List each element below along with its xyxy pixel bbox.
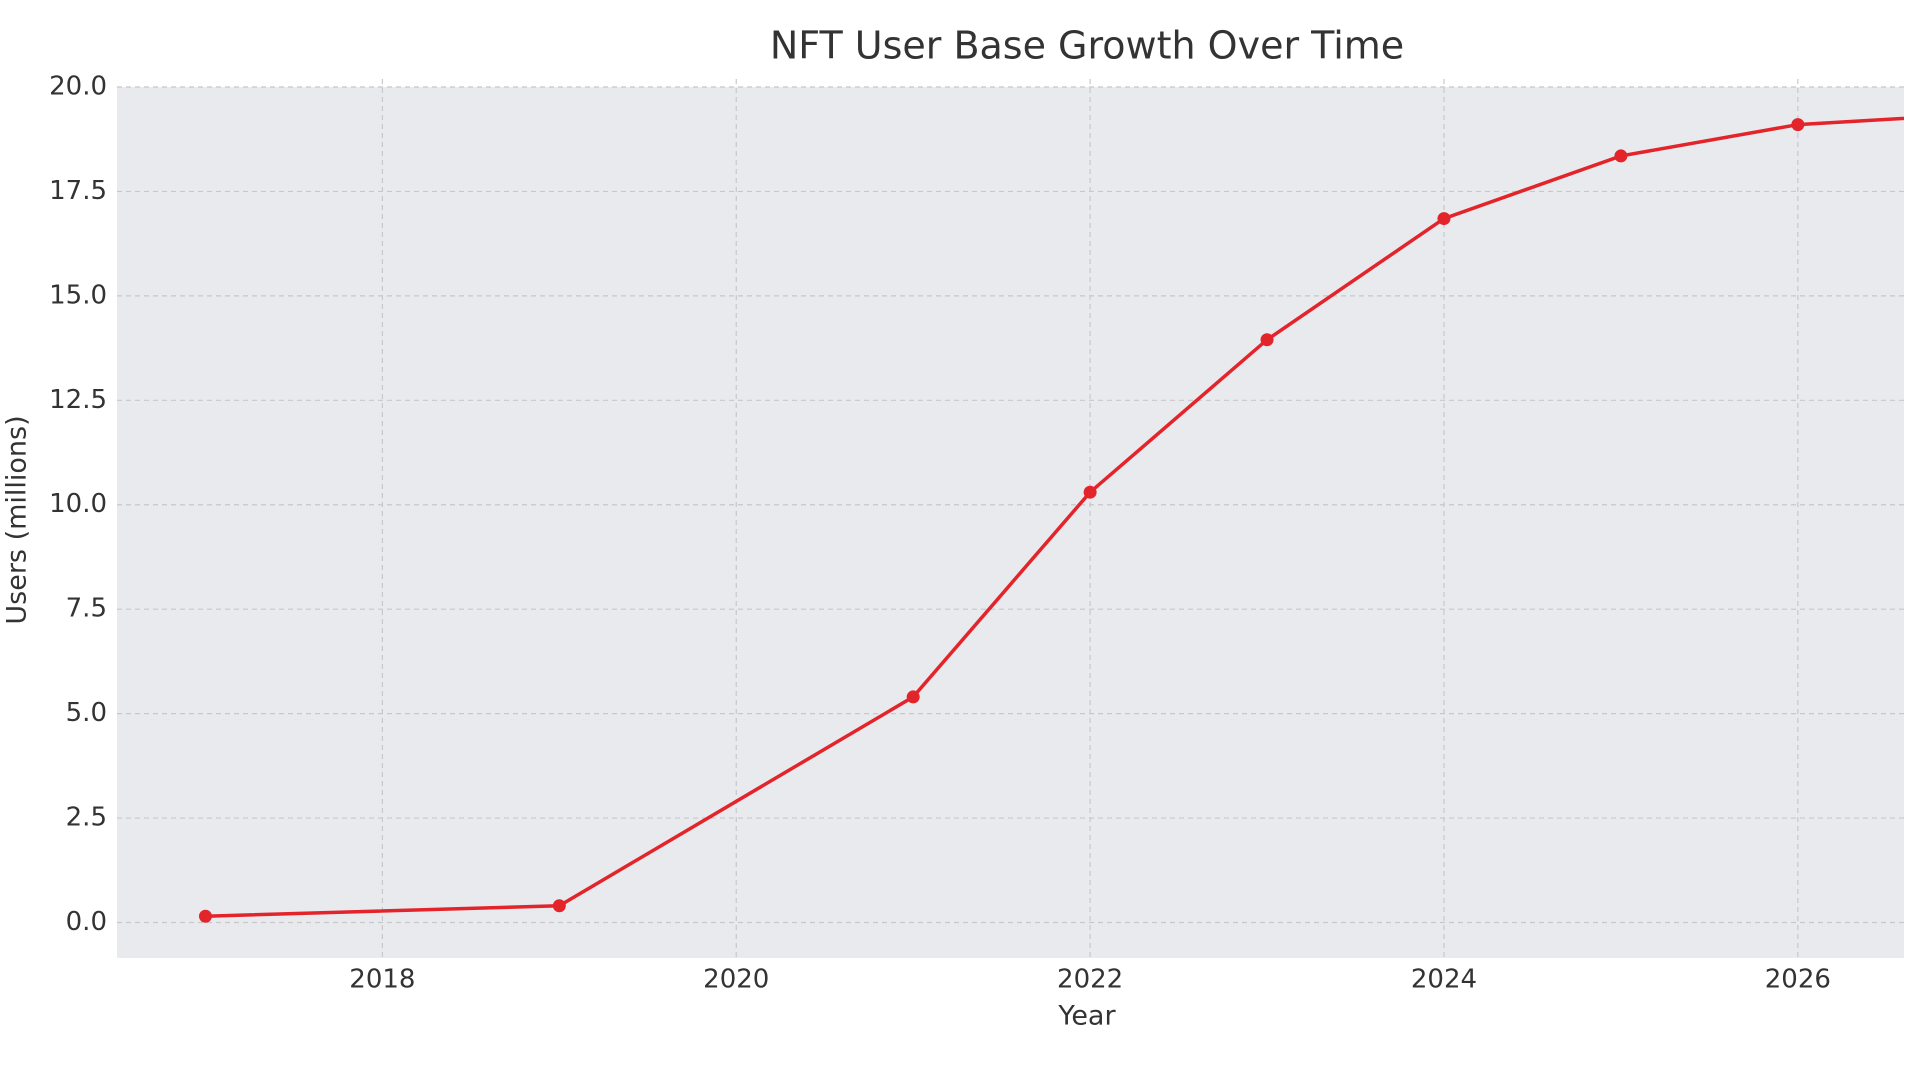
- plot-series: [198, 116, 1904, 923]
- x-tick-label: 2026: [1765, 965, 1831, 995]
- plot-area: [117, 87, 1904, 958]
- y-axis-label: Users (millions): [2, 415, 33, 624]
- y-tick-label: 12.5: [49, 385, 107, 415]
- y-tick-label: 7.5: [66, 594, 107, 624]
- y-tick-label: 20.0: [49, 72, 107, 102]
- x-tick-label: 2020: [703, 965, 769, 995]
- point: [552, 899, 566, 913]
- point: [1437, 212, 1451, 226]
- x-tick-label: 2018: [349, 965, 415, 995]
- y-tick-label: 17.5: [49, 176, 107, 206]
- y-tick-label: 15.0: [49, 280, 107, 310]
- point: [1260, 333, 1274, 347]
- x-axis-label: Year: [1057, 1001, 1116, 1032]
- y-tick-label: 0.0: [66, 907, 107, 937]
- point: [198, 909, 212, 923]
- x-tick-label: 2022: [1057, 965, 1123, 995]
- point: [1614, 149, 1628, 163]
- point: [906, 690, 920, 704]
- chart-title: NFT User Base Growth Over Time: [770, 24, 1404, 68]
- x-tick-label: 2024: [1411, 965, 1477, 995]
- y-tick-label: 2.5: [66, 803, 107, 833]
- y-tick-label: 5.0: [66, 698, 107, 728]
- y-tick-label: 10.0: [49, 489, 107, 519]
- point: [1083, 485, 1097, 499]
- point: [1791, 118, 1805, 132]
